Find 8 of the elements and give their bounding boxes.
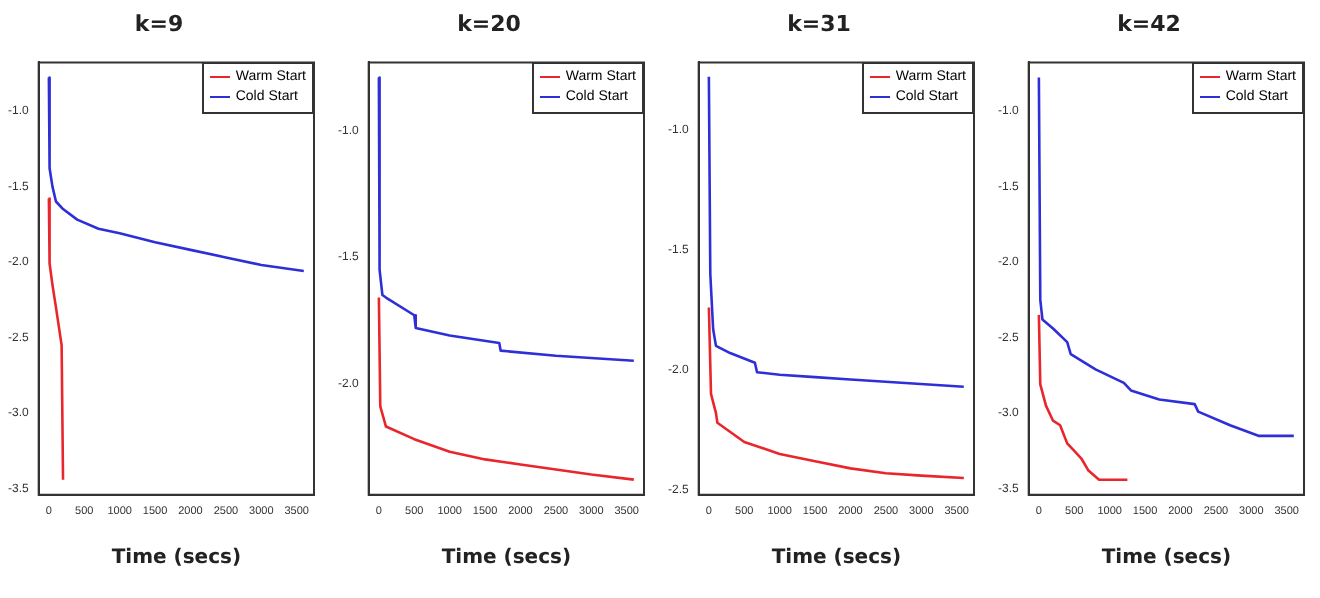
x-axis-title: Time (secs) (771, 547, 902, 570)
chart-title: k=20 (457, 10, 522, 37)
x-axis-title: Time (secs) (441, 547, 572, 570)
chart-title: k=9 (134, 10, 184, 37)
x-axis-title: Time (secs) (1101, 547, 1232, 570)
chart-title: k=42 (1117, 10, 1181, 37)
x-axis-title: Time (secs) (111, 547, 242, 570)
chart-title: k=31 (787, 10, 851, 37)
